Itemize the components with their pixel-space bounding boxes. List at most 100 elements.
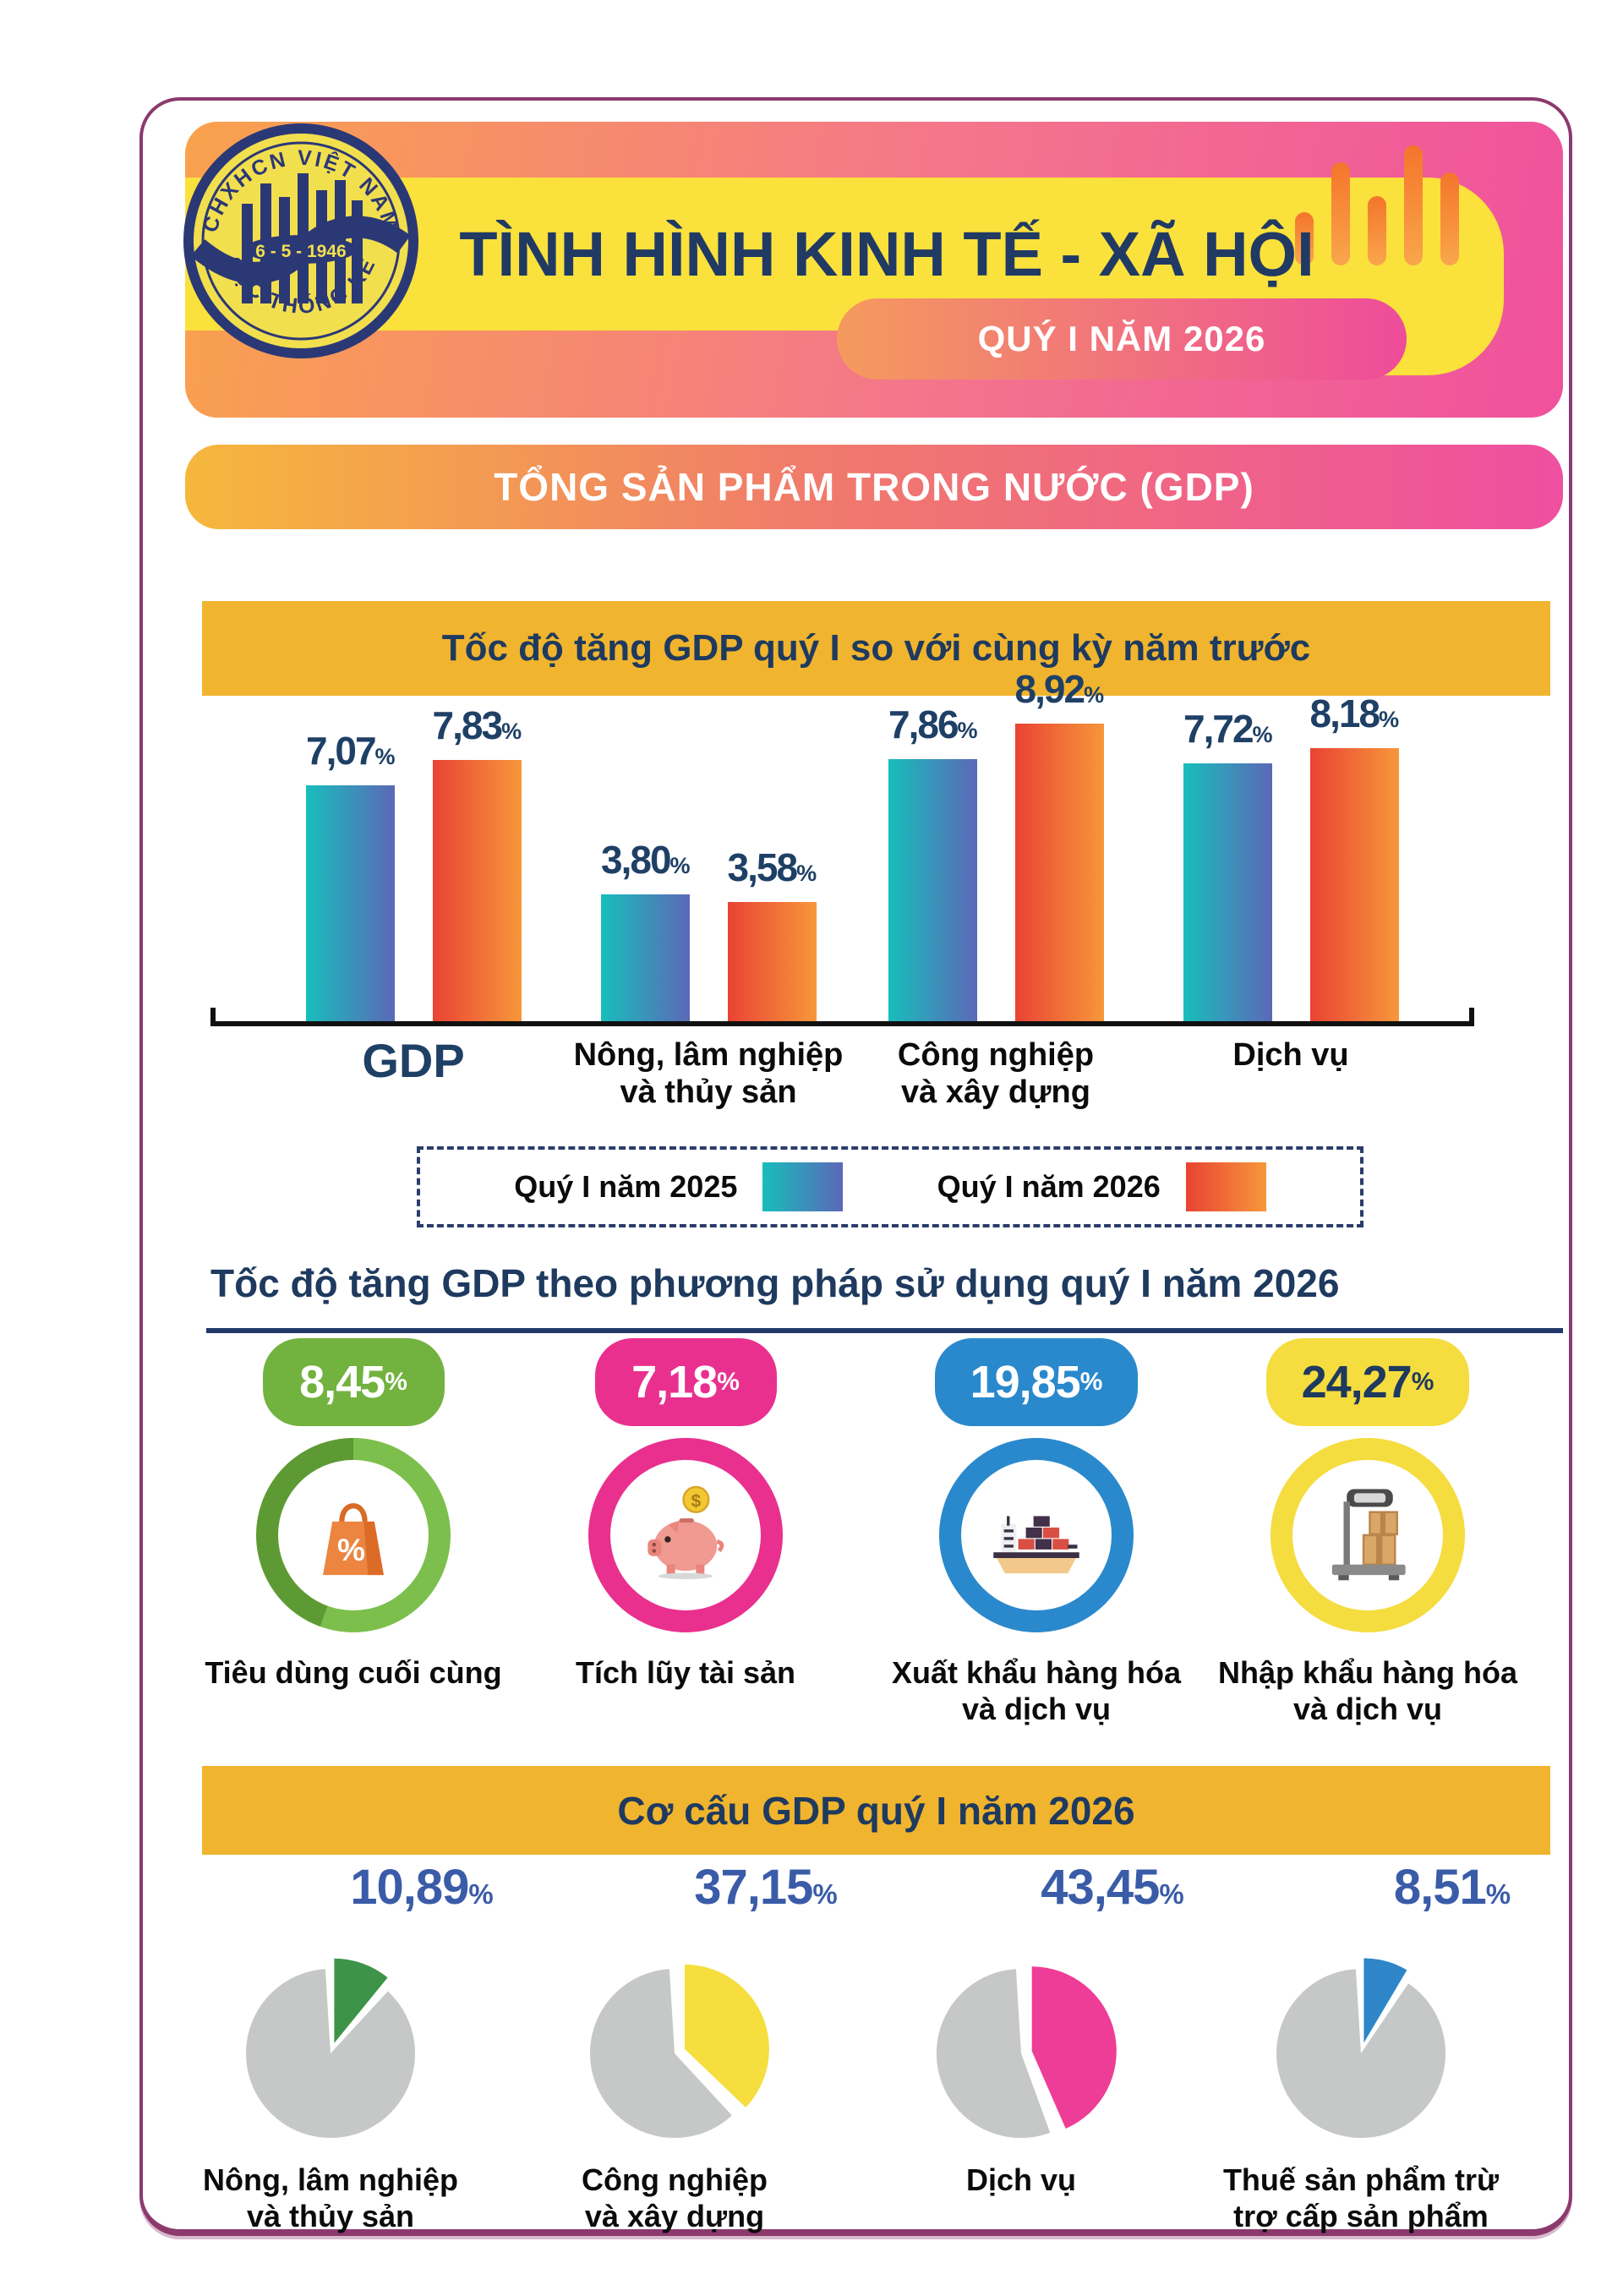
kpi-ring: % bbox=[256, 1438, 451, 1632]
label-line: trợ cấp sản phẩm bbox=[1233, 2199, 1489, 2234]
category-label-services: Dịch vụ bbox=[1122, 1036, 1460, 1074]
bar-group-gdp: 7,07% 7,83% bbox=[306, 632, 522, 1021]
bar-group-agriculture: 3,80% 3,58% bbox=[601, 632, 817, 1021]
svg-text:$: $ bbox=[691, 1492, 702, 1512]
pie-slice bbox=[685, 1964, 769, 2107]
kpi-label: Tích lũy tài sản bbox=[576, 1654, 795, 1691]
pie-label: Thuế sản phẩm trừ trợ cấp sản phẩm bbox=[1223, 2162, 1499, 2234]
kpi-exports: 19,85% Xuất khẩu hàng hóa và dịch vụ bbox=[867, 1338, 1205, 1727]
x-axis bbox=[210, 1008, 1474, 1026]
pie-remainder bbox=[589, 1969, 732, 2139]
label-line: Tiêu dùng cuối cùng bbox=[205, 1655, 502, 1690]
pie-agriculture: 10,89% Nông, lâm nghiệp và thủy sản bbox=[153, 1859, 508, 2234]
pie-value: 37,15% bbox=[694, 1860, 838, 1915]
growth-chart-title: Tốc độ tăng GDP quý I so với cùng kỳ năm… bbox=[202, 601, 1550, 696]
pie-value: 43,45% bbox=[1041, 1860, 1184, 1915]
pie-remainder bbox=[246, 1969, 416, 2139]
label-line: và thủy sản bbox=[620, 1074, 797, 1111]
period-ribbon: QUÝ I NĂM 2026 bbox=[837, 298, 1407, 380]
header: QUÝ I NĂM 2026 TÌNH HÌNH KINH TẾ - XÃ HỘ… bbox=[185, 122, 1563, 418]
logo-date-text: 6 - 5 - 1946 bbox=[255, 242, 346, 261]
bar-2026 bbox=[1309, 747, 1399, 1021]
pie-value: 8,51% bbox=[1393, 1860, 1511, 1915]
gdp-section-banner: TỔNG SẢN PHẨM TRONG NƯỚC (GDP) bbox=[185, 445, 1563, 529]
bar-chart-icon-bar bbox=[1295, 212, 1314, 265]
pie-label: Công nghiệp và xây dựng bbox=[582, 2162, 768, 2234]
svg-text:%: % bbox=[337, 1532, 365, 1567]
label-line: Dịch vụ bbox=[1232, 1037, 1349, 1073]
label-line: Nhập khẩu hàng hóa bbox=[1217, 1655, 1518, 1690]
bar-2025 bbox=[1183, 763, 1273, 1021]
logo-center-band bbox=[245, 235, 357, 264]
label-line: và xây dựng bbox=[901, 1074, 1090, 1111]
label-line: Công nghiệp bbox=[582, 2162, 768, 2197]
bar-group-industry: 7,86% 8,92% bbox=[888, 632, 1104, 1021]
label-line: Thuế sản phẩm trừ bbox=[1222, 2162, 1500, 2197]
kpi-ring bbox=[939, 1438, 1134, 1632]
label-line: và thủy sản bbox=[246, 2199, 415, 2234]
label-line: Nông, lâm nghiệp bbox=[203, 2162, 458, 2197]
kpi-imports: 24,27% Nhập khẩu hàng hóa và dịch vụ bbox=[1199, 1338, 1537, 1727]
label-line: Nông, lâm nghiệp bbox=[573, 1037, 844, 1073]
pie-industry: 37,15% Công nghiệp và xây dựng bbox=[497, 1859, 852, 2234]
kpi-asset-accumulation: 7,18% $ Tích lũy tài sản bbox=[516, 1338, 855, 1691]
pie-remainder bbox=[1276, 1969, 1446, 2139]
cargo-ship-icon bbox=[993, 1516, 1079, 1574]
bar-2025 bbox=[306, 784, 396, 1021]
structure-section-title: Cơ cấu GDP quý I năm 2026 bbox=[202, 1766, 1550, 1855]
legend-item-2026: Quý I năm 2026 bbox=[937, 1162, 1266, 1211]
bar-2026 bbox=[1014, 723, 1104, 1021]
label-line: Dịch vụ bbox=[965, 2162, 1077, 2197]
pie-slice bbox=[1363, 1958, 1407, 2043]
kpi-final-consumption: 8,45% % Tiêu dùng cuối cùng bbox=[184, 1338, 522, 1691]
bar-chart-icon-bar bbox=[1368, 196, 1386, 265]
pie-chart bbox=[246, 1958, 416, 2139]
infographic-card: QUÝ I NĂM 2026 TÌNH HÌNH KINH TẾ - XÃ HỘ… bbox=[139, 97, 1572, 2236]
pie-chart bbox=[1276, 1958, 1446, 2139]
legend: Quý I năm 2025 Quý I năm 2026 bbox=[417, 1146, 1363, 1227]
legend-swatch-2025 bbox=[762, 1162, 844, 1211]
label-line: Tích lũy tài sản bbox=[575, 1655, 796, 1690]
category-label-gdp: GDP bbox=[244, 1034, 582, 1089]
usage-section-title: Tốc độ tăng GDP theo phương pháp sử dụng… bbox=[210, 1261, 1340, 1305]
bar-2025 bbox=[601, 894, 691, 1021]
bar-2026 bbox=[432, 759, 522, 1021]
bar-2026 bbox=[727, 901, 817, 1021]
kpi-value-badge: 7,18% bbox=[594, 1338, 777, 1426]
kpi-label: Xuất khẩu hàng hóa và dịch vụ bbox=[892, 1654, 1181, 1727]
bar-chart-icon-bar bbox=[1331, 162, 1350, 265]
pie-chart bbox=[936, 1966, 1117, 2139]
label-line: Xuất khẩu hàng hóa bbox=[891, 1655, 1182, 1690]
shopping-bag-icon: % bbox=[323, 1503, 384, 1576]
pie-remainder bbox=[936, 1969, 1051, 2139]
pie-chart bbox=[589, 1964, 769, 2139]
label-line: và xây dựng bbox=[584, 2199, 765, 2234]
piggy-bank-icon: $ bbox=[648, 1485, 724, 1580]
pie-slice bbox=[334, 1958, 388, 2043]
gso-logo: 6 - 5 - 1946 CHXHCN VIỆT NAM CỤC THỐNG K… bbox=[183, 123, 418, 358]
bar-chart-icon-bar bbox=[1404, 145, 1423, 265]
kpi-value-badge: 19,85% bbox=[934, 1338, 1139, 1426]
kpi-value-badge: 24,27% bbox=[1265, 1338, 1470, 1426]
label-line: GDP bbox=[362, 1034, 465, 1087]
label-line: Công nghiệp bbox=[897, 1037, 1095, 1073]
legend-item-2025: Quý I năm 2025 bbox=[514, 1162, 844, 1211]
pie-value: 10,89% bbox=[350, 1860, 494, 1915]
pie-label: Nông, lâm nghiệp và thủy sản bbox=[203, 2162, 458, 2234]
pie-slice bbox=[1031, 1966, 1117, 2129]
pie-label: Dịch vụ bbox=[966, 2162, 1076, 2198]
bar-chart-icon-bar bbox=[1440, 172, 1459, 265]
label-line: và dịch vụ bbox=[1292, 1692, 1443, 1727]
legend-swatch-2026 bbox=[1185, 1162, 1266, 1211]
usage-title-underline bbox=[206, 1328, 1563, 1333]
bar-chart-icon bbox=[1288, 144, 1466, 265]
kpi-label: Tiêu dùng cuối cùng bbox=[205, 1654, 501, 1691]
pie-services: 43,45% Dịch vụ bbox=[844, 1859, 1199, 2198]
category-label-industry: Công nghiệp và xây dựng bbox=[827, 1036, 1165, 1111]
weighing-scale-icon bbox=[1331, 1489, 1406, 1581]
bar-group-services: 7,72% 8,18% bbox=[1183, 632, 1399, 1021]
kpi-ring bbox=[1271, 1438, 1465, 1632]
category-label-agriculture: Nông, lâm nghiệp và thủy sản bbox=[539, 1036, 877, 1111]
label-line: và dịch vụ bbox=[961, 1692, 1112, 1727]
